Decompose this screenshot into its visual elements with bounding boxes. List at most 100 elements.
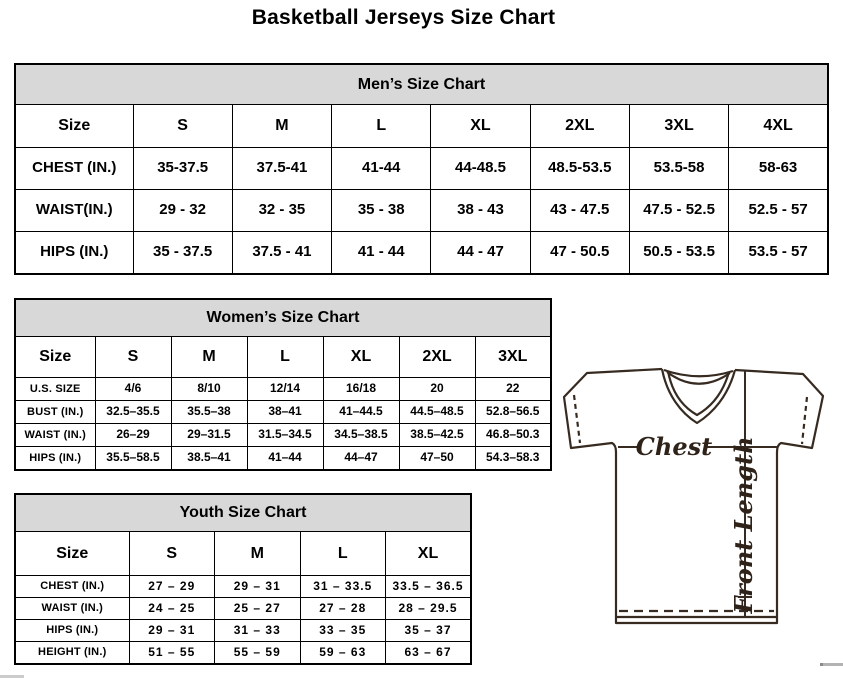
table-row: HIPS (IN.) 35.5–58.5 38.5–41 41–44 44–47 47–5… (14, 446, 552, 471)
row-label: HIPS (IN.) (14, 446, 96, 471)
size-cell: 38–41 (246, 400, 324, 424)
size-column-header: L (299, 531, 386, 576)
size-cell: 52.8–56.5 (474, 400, 552, 424)
size-cell: 41–44.5 (322, 400, 400, 424)
size-cell: 27 – 29 (128, 575, 215, 598)
size-cell: 47.5 - 52.5 (628, 189, 730, 232)
table-caption: Youth Size Chart (14, 493, 472, 532)
size-corner-header: Size (14, 336, 96, 378)
size-cell: 32.5–35.5 (94, 400, 172, 424)
size-column-header: 2XL (398, 336, 476, 378)
size-cell: 58-63 (728, 147, 829, 190)
size-cell: 35 - 38 (331, 189, 432, 232)
size-cell: 47 - 50.5 (529, 231, 630, 275)
size-cell: 35 - 37.5 (132, 231, 233, 275)
left-sleeve-dashed-line (572, 394, 582, 444)
size-cell: 41-44 (331, 147, 432, 190)
size-cell: 20 (398, 377, 476, 401)
row-label: HEIGHT (IN.) (14, 641, 130, 665)
jersey-diagram-svg: Chest Front Length (562, 367, 825, 625)
youth-size-table: Youth Size Chart Size S M L XL CHEST (IN.) 27 –… (14, 493, 472, 665)
front-length-label: Front Length (729, 436, 758, 614)
size-cell: 34.5–38.5 (322, 423, 400, 447)
size-cell: 38 - 43 (430, 189, 531, 232)
size-cell: 29 – 31 (128, 619, 215, 642)
size-cell: 48.5-53.5 (529, 147, 630, 190)
table-row: HEIGHT (IN.) 51 – 55 55 – 59 59 – 63 63 – 67 (14, 641, 472, 665)
table-row: WAIST(IN.) 29 - 32 32 - 35 35 - 38 38 - 43 43… (14, 189, 829, 232)
row-label: U.S. SIZE (14, 377, 96, 401)
size-corner-header: Size (14, 104, 134, 148)
collar-inner-v (666, 370, 731, 417)
size-cell: 50.5 - 53.5 (628, 231, 730, 275)
table-row: HIPS (IN.) 35 - 37.5 37.5 - 41 41 - 44 44 - … (14, 231, 829, 275)
size-column-header: L (331, 104, 432, 148)
chest-label: Chest (636, 432, 712, 461)
size-cell: 33.5 – 36.5 (385, 575, 472, 598)
size-cell: 38.5–41 (170, 446, 248, 471)
mens-size-table: Men’s Size Chart Size S M L XL 2XL 3XL 4XL CHEST … (14, 63, 829, 275)
jersey-outline (562, 367, 825, 625)
row-label: CHEST (IN.) (14, 575, 130, 598)
size-cell: 55 – 59 (214, 641, 301, 665)
cropped-ui-fragment-left (0, 675, 24, 678)
row-label: BUST (IN.) (14, 400, 96, 424)
collar-back-arc-lower (666, 371, 731, 385)
size-column-header: M (214, 531, 301, 576)
womens-size-table: Women’s Size Chart Size S M L XL 2XL 3XL U.S. SI… (14, 298, 552, 471)
size-header-row: Size S M L XL (14, 531, 472, 576)
size-cell: 8/10 (170, 377, 248, 401)
size-cell: 27 – 28 (299, 597, 386, 620)
size-cell: 31 – 33 (214, 619, 301, 642)
size-column-header: 3XL (628, 104, 730, 148)
table-caption: Women’s Size Chart (14, 298, 552, 337)
size-cell: 41–44 (246, 446, 324, 471)
size-corner-header: Size (14, 531, 130, 576)
row-label: WAIST(IN.) (14, 189, 134, 232)
size-cell: 46.8–50.3 (474, 423, 552, 447)
size-cell: 4/6 (94, 377, 172, 401)
size-cell: 52.5 - 57 (728, 189, 829, 232)
size-header-row: Size S M L XL 2XL 3XL 4XL (14, 104, 829, 148)
table-row: WAIST (IN.) 26–29 29–31.5 31.5–34.5 34.5–38.… (14, 423, 552, 447)
size-column-header: XL (385, 531, 472, 576)
size-cell: 12/14 (246, 377, 324, 401)
size-column-header: S (94, 336, 172, 378)
size-cell: 44.5–48.5 (398, 400, 476, 424)
size-cell: 24 – 25 (128, 597, 215, 620)
size-cell: 35.5–38 (170, 400, 248, 424)
size-cell: 33 – 35 (299, 619, 386, 642)
size-column-header: 2XL (529, 104, 630, 148)
size-cell: 31.5–34.5 (246, 423, 324, 447)
size-cell: 38.5–42.5 (398, 423, 476, 447)
size-cell: 29–31.5 (170, 423, 248, 447)
size-column-header: S (132, 104, 233, 148)
table-row: CHEST (IN.) 27 – 29 29 – 31 31 – 33.5 33.5 –… (14, 575, 472, 598)
collar-outer-v (660, 368, 737, 425)
page-title: Basketball Jerseys Size Chart (251, 6, 556, 29)
size-cell: 44 - 47 (430, 231, 531, 275)
size-column-header: M (170, 336, 248, 378)
size-cell: 22 (474, 377, 552, 401)
size-cell: 31 – 33.5 (299, 575, 386, 598)
size-cell: 32 - 35 (231, 189, 333, 232)
size-cell: 53.5 - 57 (728, 231, 829, 275)
right-sleeve-dashed-line (800, 396, 809, 445)
size-cell: 35 – 37 (385, 619, 472, 642)
row-label: CHEST (IN.) (14, 147, 134, 190)
size-header-row: Size S M L XL 2XL 3XL (14, 336, 552, 378)
size-cell: 28 – 29.5 (385, 597, 472, 620)
size-cell: 59 – 63 (299, 641, 386, 665)
size-cell: 44–47 (322, 446, 400, 471)
row-label: WAIST (IN.) (14, 597, 130, 620)
table-row: BUST (IN.) 32.5–35.5 35.5–38 38–41 41–44.5 44… (14, 400, 552, 424)
size-cell: 54.3–58.3 (474, 446, 552, 471)
size-cell: 29 – 31 (214, 575, 301, 598)
size-column-header: XL (322, 336, 400, 378)
row-label: HIPS (IN.) (14, 231, 134, 275)
size-cell: 29 - 32 (132, 189, 233, 232)
size-cell: 35.5–58.5 (94, 446, 172, 471)
size-cell: 41 - 44 (331, 231, 432, 275)
row-label: WAIST (IN.) (14, 423, 96, 447)
